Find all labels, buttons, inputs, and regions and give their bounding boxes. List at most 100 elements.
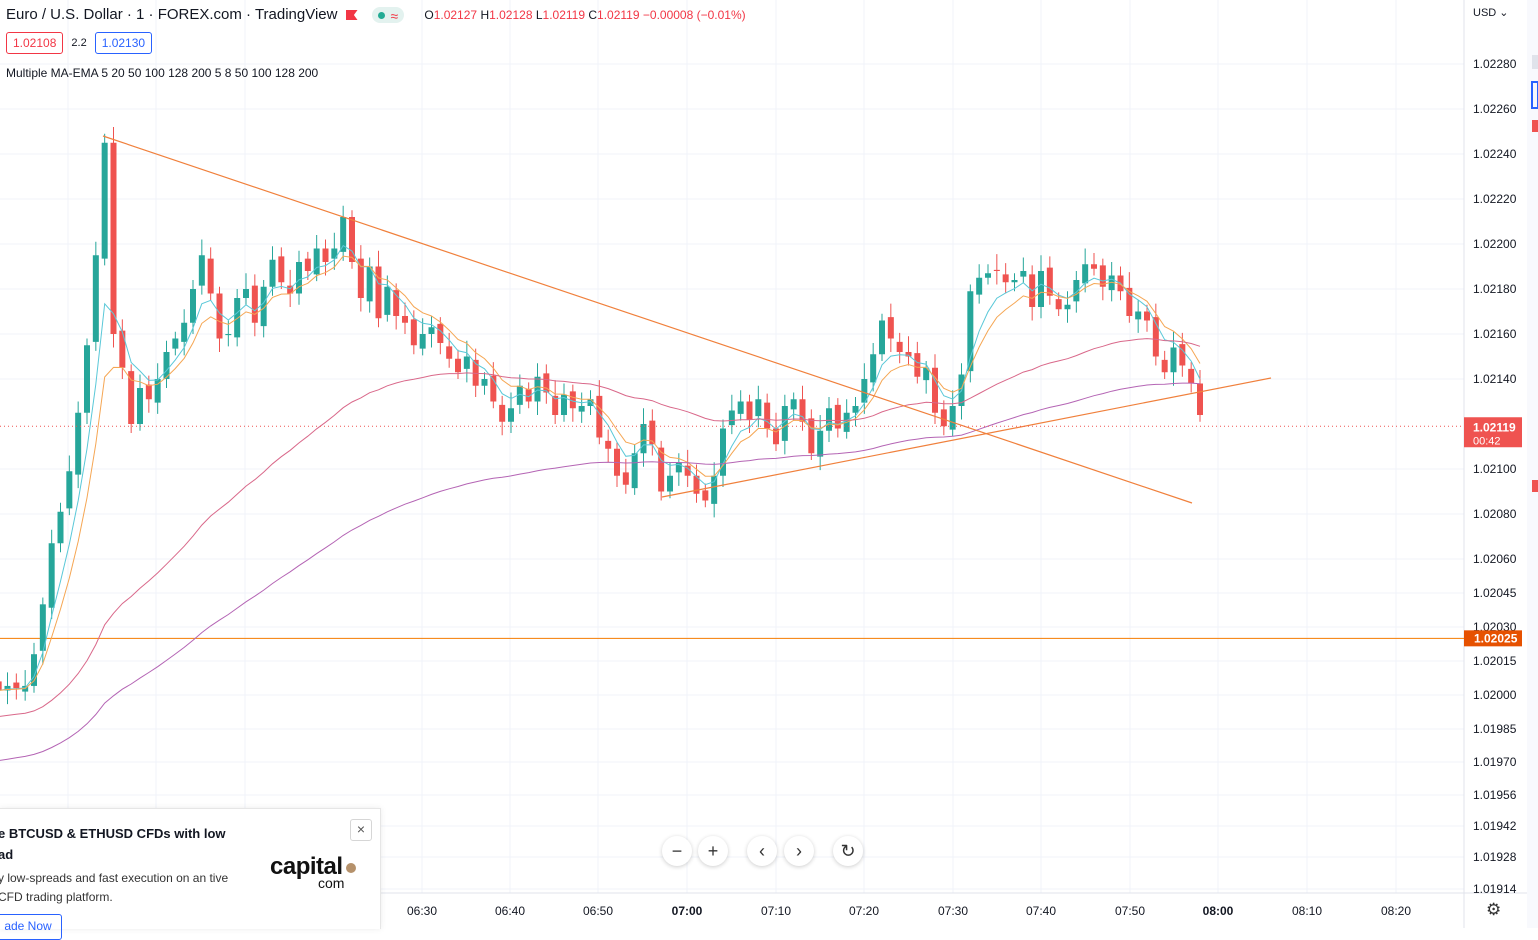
candle-body — [296, 262, 302, 294]
candle-body — [128, 371, 135, 424]
candle-body — [861, 379, 868, 403]
reset-chart-button[interactable]: ↻ — [833, 836, 863, 866]
scroll-back-button[interactable]: ‹ — [747, 836, 777, 866]
candle-body — [817, 430, 824, 457]
currency-selector[interactable]: USD ⌄ — [1473, 7, 1509, 19]
candle-body — [481, 379, 488, 386]
close-icon[interactable]: × — [350, 819, 372, 841]
candle-body — [976, 277, 983, 295]
trendline-down — [102, 135, 1193, 504]
price-tick-label: 1.01956 — [1473, 788, 1517, 802]
price-tick-label: 1.02160 — [1473, 327, 1517, 341]
candle-body — [605, 440, 612, 449]
ad-cta-button[interactable]: ade Now — [0, 914, 62, 940]
candle-body — [923, 367, 930, 381]
horizontal-line-label-bg — [1464, 630, 1522, 647]
price-tick-label: 1.02200 — [1473, 237, 1517, 251]
candle-body — [1144, 311, 1150, 321]
candle-body — [66, 471, 73, 509]
candle-body — [357, 258, 364, 298]
candle-body — [1188, 368, 1195, 384]
market-status-pill[interactable]: ≈ — [371, 7, 405, 24]
spread-value: 2.2 — [71, 37, 87, 49]
candle-body — [207, 258, 214, 294]
candle-body — [393, 290, 400, 316]
candle-body — [101, 142, 108, 259]
gear-icon[interactable]: ⚙ — [1486, 900, 1502, 919]
chevron-down-icon: ⌄ — [1499, 7, 1509, 19]
candle-body — [737, 401, 744, 414]
ohlc-values: O1.02127 H1.02128 L1.02119 C1.02119 −0.0… — [424, 8, 746, 22]
candle-body — [525, 389, 532, 402]
candle-body — [1046, 267, 1053, 296]
candle-body — [569, 391, 576, 409]
time-tick-label: 08:10 — [1292, 904, 1322, 918]
candle-body — [287, 285, 294, 294]
time-tick-label: 07:50 — [1115, 904, 1145, 918]
candle-body — [1064, 304, 1071, 310]
scrollbar-mark — [1532, 120, 1538, 132]
flag-icon[interactable] — [345, 10, 358, 21]
price-tick-label: 1.02240 — [1473, 147, 1517, 161]
candle-body — [243, 289, 249, 298]
candle-body — [808, 418, 815, 454]
candle-body — [384, 286, 391, 315]
price-tick-label: 1.02060 — [1473, 552, 1517, 566]
price-tick-label: 1.02100 — [1473, 462, 1517, 476]
price-tick-label: 1.02080 — [1473, 507, 1517, 521]
wave-icon: ≈ — [390, 7, 399, 24]
indicator-legend[interactable]: Multiple MA-EMA 5 20 50 100 128 200 5 8 … — [6, 66, 319, 80]
time-tick-label: 08:20 — [1381, 904, 1411, 918]
candle-body — [587, 399, 594, 406]
candle-body — [949, 406, 956, 430]
time-tick-label: 07:10 — [761, 904, 791, 918]
candle-body — [313, 248, 320, 275]
candle-body — [499, 404, 506, 422]
time-tick-label: 08:00 — [1203, 904, 1234, 918]
candle-body — [905, 352, 912, 357]
candle-body — [967, 291, 974, 372]
zoom-out-button[interactable]: − — [662, 836, 692, 866]
price-tick-label: 1.01985 — [1473, 722, 1517, 736]
candle-body — [781, 406, 788, 441]
candle-body — [1073, 280, 1080, 302]
candle-body — [304, 258, 311, 271]
candle-body — [1020, 271, 1027, 277]
sell-price-button[interactable]: 1.02108 — [6, 32, 64, 54]
market-open-dot-icon — [377, 12, 385, 20]
candle-body — [437, 323, 444, 343]
time-tick-label: 07:00 — [672, 904, 703, 918]
price-tick-label: 1.02220 — [1473, 192, 1517, 206]
candle-body — [225, 334, 232, 336]
time-tick-label: 07:40 — [1026, 904, 1056, 918]
candle-body — [234, 298, 241, 338]
candle-body — [110, 142, 117, 334]
candle-body — [1099, 265, 1106, 287]
candle-body — [278, 256, 285, 283]
candle-body — [163, 352, 170, 379]
candle-body — [340, 217, 347, 252]
candle-body — [940, 409, 947, 427]
candle-body — [490, 375, 497, 402]
candle-body — [428, 327, 435, 334]
ma-50-line — [0, 338, 1201, 717]
candle-body — [1170, 347, 1177, 373]
candle-body — [543, 373, 550, 393]
candle-body — [375, 266, 382, 319]
symbol-title[interactable]: Euro / U.S. Dollar · 1 · FOREX.com · Tra… — [6, 6, 338, 23]
buy-price-button[interactable]: 1.02130 — [94, 32, 153, 54]
candle-body — [552, 395, 559, 415]
candle-body — [349, 217, 355, 262]
candle-body — [516, 385, 523, 405]
candle-body — [622, 472, 629, 485]
candle-body — [366, 266, 373, 302]
candle-body — [914, 353, 921, 377]
trendline-up — [661, 377, 1272, 498]
candle-body — [154, 379, 161, 403]
scroll-forward-button[interactable]: › — [784, 836, 814, 866]
price-tick-label: 1.02280 — [1473, 57, 1517, 71]
zoom-in-button[interactable]: + — [698, 836, 728, 866]
capital-logo[interactable]: capital — [270, 853, 356, 881]
candle-body — [1135, 311, 1142, 320]
